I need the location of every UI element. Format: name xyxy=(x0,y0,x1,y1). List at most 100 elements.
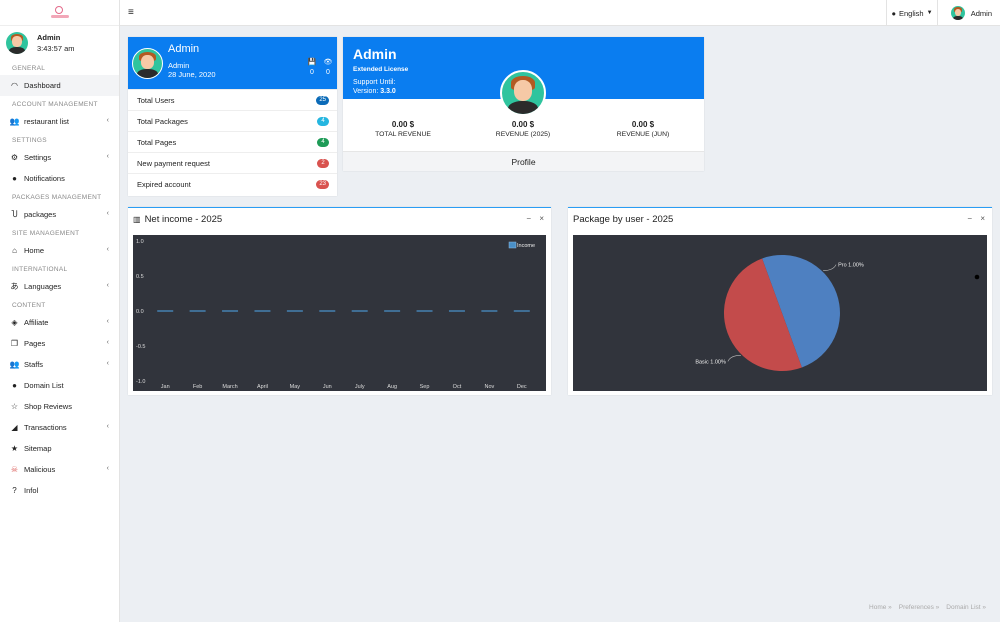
pie-slice xyxy=(723,258,802,372)
revenue-label: TOTAL REVENUE xyxy=(375,131,431,138)
profile-avatar xyxy=(500,70,546,116)
topbar-user-menu[interactable]: Admin xyxy=(950,0,992,26)
chevron-left-icon: ‹ xyxy=(106,210,109,217)
sitemap-icon: ★ xyxy=(10,444,19,453)
sidebar-item-pages[interactable]: ❐ Pages ‹ xyxy=(0,333,119,354)
footer-links: Home » Preferences » Domain List » xyxy=(862,604,986,611)
sidebar-user-name: Admin xyxy=(37,33,61,42)
sidebar-item-label: Home xyxy=(24,246,45,255)
globe-icon: ● xyxy=(12,381,17,390)
list-item-label: Total Users xyxy=(137,95,175,105)
menu-toggle-icon[interactable]: ≡ xyxy=(128,7,134,18)
legend-swatch xyxy=(508,241,517,249)
revenue-value: 0.00 $ xyxy=(511,120,535,129)
language-icon: あ xyxy=(10,282,19,291)
sidebar-item-dashboard[interactable]: ◠ Dashboard xyxy=(0,75,119,96)
globe-icon: ● xyxy=(891,8,896,18)
sidebar-section-label: SITE MANAGEMENT xyxy=(12,230,80,237)
home-icon: ⌂ xyxy=(12,246,17,255)
chevron-left-icon: ‹ xyxy=(106,339,109,346)
license-card: Admin Extended License Support Until: Ve… xyxy=(343,37,704,171)
footer-link[interactable]: Preferences » xyxy=(898,604,940,611)
sidebar-item-transactions[interactable]: ◢ Transactions ‹ xyxy=(0,417,119,438)
y-tick-label: 0.5 xyxy=(136,274,144,280)
x-tick-label: Jun xyxy=(323,384,332,390)
sidebar-item-shop-reviews[interactable]: ☆ Shop Reviews xyxy=(0,396,119,417)
sidebar-item-label: Shop Reviews xyxy=(24,402,72,411)
sidebar-item-restaurant-list[interactable]: 👥 restaurant list ‹ xyxy=(0,111,119,132)
pie-label-line xyxy=(823,264,837,271)
package-pie-chart: Pro 1.00% Basic 1.00% xyxy=(695,255,980,372)
list-item-label: Total Pages xyxy=(137,137,177,147)
sidebar-item-settings[interactable]: ⚙ Settings ‹ xyxy=(0,147,119,168)
sidebar-section-label: CONTENT xyxy=(12,302,46,309)
package-title: Package by user - 2025 xyxy=(573,213,674,225)
footer-link[interactable]: Domain List » xyxy=(946,604,986,611)
sidebar-item-languages[interactable]: あ Languages ‹ xyxy=(0,276,119,297)
revenue-kpi: 0.00 $ TOTAL REVENUE xyxy=(343,120,463,138)
language-label: English xyxy=(898,8,924,18)
sidebar-item-label: packages xyxy=(24,210,57,219)
sidebar-section-label: GENERAL xyxy=(12,65,46,72)
logo[interactable] xyxy=(0,0,119,26)
sidebar-item-label: Pages xyxy=(24,339,46,348)
x-tick-label: July xyxy=(355,384,365,390)
close-icon[interactable]: × xyxy=(539,214,544,223)
revenue-label: REVENUE (JUN) xyxy=(616,131,670,138)
version-label: Version: xyxy=(353,88,379,95)
admin-date: 28 June, 2020 xyxy=(168,70,216,79)
sidebar-item-label: Dashboard xyxy=(24,81,61,90)
list-item[interactable]: Expired account 23 xyxy=(128,173,337,194)
net-income-title: Net income - 2025 xyxy=(144,213,223,225)
caret-down-icon: ▼ xyxy=(926,10,933,16)
minimize-icon[interactable]: − xyxy=(967,214,972,223)
sidebar-user-time: 3:43:57 am xyxy=(37,44,75,53)
cube-icon: ◈ xyxy=(11,318,18,327)
y-tick-label: 0.0 xyxy=(136,309,144,315)
save-icon: 💾 xyxy=(307,59,317,66)
dashboard-icon: ◠ xyxy=(11,81,18,90)
count-badge: 25 xyxy=(316,96,329,105)
sidebar-item-affiliate[interactable]: ◈ Affiliate ‹ xyxy=(0,312,119,333)
package-card: Package by user - 2025 − × Pro 1.00% Basi… xyxy=(568,207,992,395)
list-item[interactable]: Total Packages 4 xyxy=(128,110,337,131)
topbar-avatar xyxy=(950,6,965,20)
users-icon: 👥 xyxy=(9,117,20,126)
list-item[interactable]: Total Users 25 xyxy=(128,89,337,110)
x-tick-label: Feb xyxy=(193,384,202,390)
sidebar-item-notifications[interactable]: ● Notifications xyxy=(0,168,119,189)
footer-link[interactable]: Home » xyxy=(869,604,892,611)
sidebar-item-home[interactable]: ⌂ Home ‹ xyxy=(0,240,119,261)
x-tick-label: March xyxy=(222,384,237,390)
count-badge: 23 xyxy=(316,180,329,189)
profile-link[interactable]: Profile xyxy=(343,151,704,171)
user-avatar[interactable] xyxy=(6,32,28,54)
x-tick-label: Nov xyxy=(484,384,494,390)
sidebar-item-label: Malicious xyxy=(24,465,56,474)
sidebar-item-sitemap[interactable]: ★ Sitemap xyxy=(0,438,119,459)
list-item[interactable]: New payment request 2 xyxy=(128,152,337,173)
pie-label-line xyxy=(727,355,741,362)
gears-icon: ⚙ xyxy=(10,153,19,162)
list-item[interactable]: Total Pages 4 xyxy=(128,131,337,152)
chevron-left-icon: ‹ xyxy=(106,153,109,160)
sidebar-item-malicious[interactable]: ☠ Malicious ‹ xyxy=(0,459,119,480)
list-item-label: New payment request xyxy=(137,158,210,168)
minimize-icon[interactable]: − xyxy=(526,214,531,223)
pie-slice xyxy=(762,255,840,368)
sidebar-item-staffs[interactable]: 👥 Staffs ‹ xyxy=(0,354,119,375)
save-count: 0 xyxy=(310,69,314,76)
admin-summary-card: Admin Admin 28 June, 2020 💾 0 👁 0 Total … xyxy=(128,37,337,196)
chevron-left-icon: ‹ xyxy=(106,318,109,325)
language-selector[interactable]: ● English ▼ xyxy=(886,0,938,26)
view-count: 0 xyxy=(326,69,330,76)
topbar-user-name: Admin xyxy=(970,8,992,18)
sidebar-item-domain-list[interactable]: ● Domain List xyxy=(0,375,119,396)
sidebar-item-label: Settings xyxy=(24,153,52,162)
y-tick-label: 1.0 xyxy=(136,239,144,245)
list-item-label: Expired account xyxy=(137,179,191,189)
admin-role: Admin xyxy=(168,61,190,70)
close-icon[interactable]: × xyxy=(980,214,985,223)
sidebar-item-infol[interactable]: ? Infol xyxy=(0,480,119,501)
